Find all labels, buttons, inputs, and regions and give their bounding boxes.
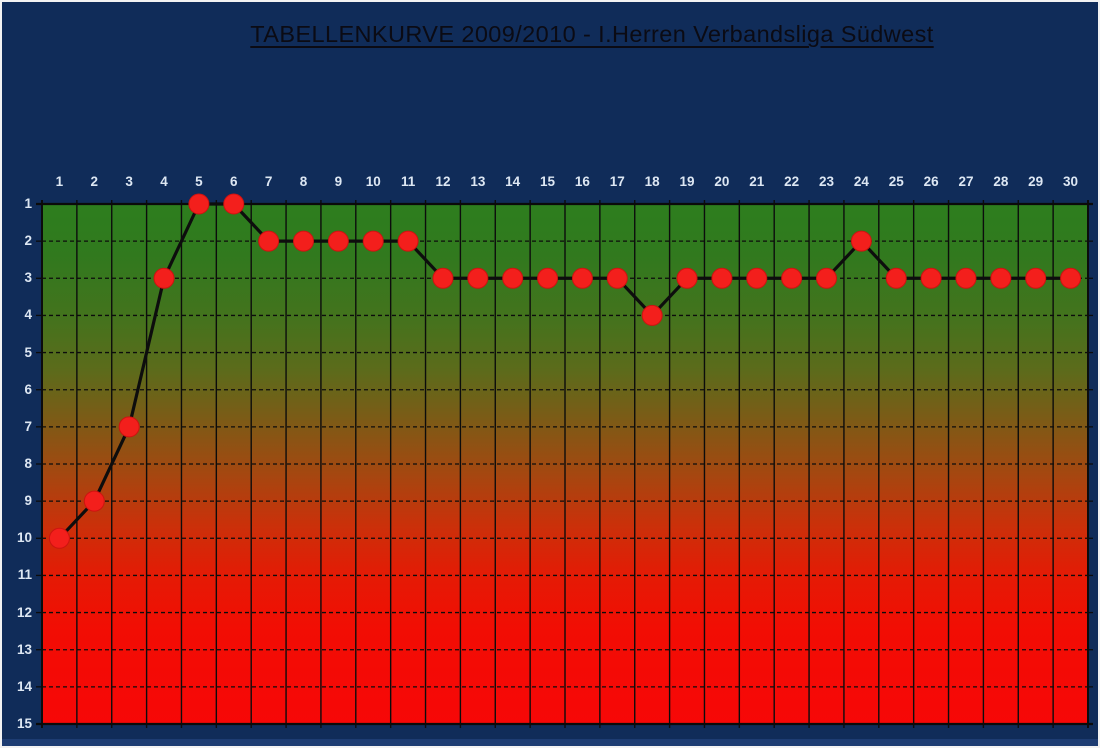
matchday-position-marker	[188, 193, 210, 215]
matchday-position-marker	[711, 267, 733, 289]
matchday-position-marker	[676, 267, 698, 289]
matchday-position-marker	[990, 267, 1012, 289]
y-axis-tick-label: 12	[16, 604, 32, 620]
x-axis-tick-label: 6	[230, 174, 238, 189]
x-axis-tick-label: 14	[505, 174, 521, 189]
matchday-position-marker	[746, 267, 768, 289]
matchday-position-marker	[1060, 267, 1082, 289]
matchday-position-marker	[1025, 267, 1047, 289]
x-axis-tick-label: 10	[365, 174, 381, 189]
matchday-position-marker	[153, 267, 175, 289]
bottom-strip	[2, 739, 1098, 746]
x-axis-tick-label: 28	[993, 174, 1009, 189]
matchday-position-marker	[327, 230, 349, 252]
matchday-position-marker	[397, 230, 419, 252]
y-axis-tick-label: 14	[16, 678, 32, 694]
x-axis-tick-label: 2	[90, 174, 99, 189]
x-axis-tick-label: 15	[540, 174, 556, 189]
x-axis-tick-label: 1	[55, 174, 64, 189]
matchday-position-marker	[432, 267, 454, 289]
x-axis-tick-label: 11	[400, 174, 416, 189]
y-axis-tick-label: 15	[16, 716, 32, 731]
plot-area	[36, 193, 1093, 728]
matchday-position-marker	[850, 230, 872, 252]
x-axis-tick-label: 12	[435, 174, 451, 189]
matchday-position-marker	[955, 267, 977, 289]
y-axis-tick-label: 2	[24, 233, 32, 249]
x-axis-tick-label: 22	[784, 174, 800, 189]
y-axis-tick-label: 4	[24, 307, 32, 323]
x-axis-tick-label: 26	[923, 174, 939, 189]
matchday-position-marker	[641, 304, 663, 326]
x-axis-tick-label: 4	[160, 174, 168, 189]
y-axis-tick-label: 1	[24, 196, 32, 211]
x-axis-tick-label: 21	[749, 174, 765, 189]
x-axis-tick-label: 9	[334, 174, 343, 189]
x-axis-tick-label: 19	[679, 174, 695, 189]
y-axis-tick-label: 7	[24, 418, 32, 434]
y-axis-tick-label: 11	[17, 567, 32, 583]
y-axis-tick-label: 8	[24, 456, 32, 471]
y-axis-tick-label: 9	[24, 493, 32, 509]
x-axis-tick-label: 16	[574, 174, 590, 189]
x-axis-tick-label: 13	[470, 174, 486, 189]
x-axis-tick-label: 30	[1063, 174, 1079, 189]
x-axis-tick-label: 20	[714, 174, 730, 189]
matchday-position-marker	[502, 267, 524, 289]
matchday-position-marker	[362, 230, 384, 252]
matchday-position-marker	[83, 490, 105, 512]
matchday-position-marker	[293, 230, 314, 252]
y-axis-tick-label: 3	[24, 270, 32, 286]
matchday-position-marker	[537, 267, 559, 289]
x-axis-tick-label: 27	[958, 174, 974, 189]
x-axis-tick-label: 7	[264, 174, 273, 189]
table-position-line-chart	[36, 193, 1093, 728]
x-axis-tick-label: 5	[195, 174, 203, 189]
matchday-position-marker	[816, 267, 837, 289]
matchday-position-marker	[606, 267, 628, 289]
x-axis-tick-label: 24	[853, 174, 869, 189]
matchday-position-marker	[571, 267, 593, 289]
matchday-position-marker	[781, 267, 803, 289]
x-axis-tick-label: 29	[1028, 174, 1044, 189]
x-axis-tick-label: 23	[818, 174, 835, 189]
matchday-position-marker	[118, 416, 140, 438]
matchday-position-marker	[258, 230, 280, 252]
matchday-position-marker	[48, 527, 70, 549]
x-axis-tick-label: 17	[609, 174, 625, 189]
chart-title: TABELLENKURVE 2009/2010 - I.Herren Verba…	[250, 21, 934, 47]
x-axis-tick-label: 3	[125, 174, 133, 189]
x-axis-tick-label: 8	[299, 174, 308, 189]
x-axis-tick-label: 18	[644, 174, 660, 189]
matchday-position-marker	[885, 267, 907, 289]
y-axis-tick-label: 10	[16, 530, 32, 546]
matchday-position-marker	[467, 267, 489, 289]
matchday-position-marker	[223, 193, 245, 215]
matchday-position-marker	[920, 267, 942, 289]
y-axis-tick-label: 5	[24, 344, 32, 360]
y-axis-tick-label: 6	[24, 381, 32, 397]
x-axis-tick-label: 25	[888, 174, 904, 189]
y-axis-tick-label: 13	[16, 641, 32, 657]
